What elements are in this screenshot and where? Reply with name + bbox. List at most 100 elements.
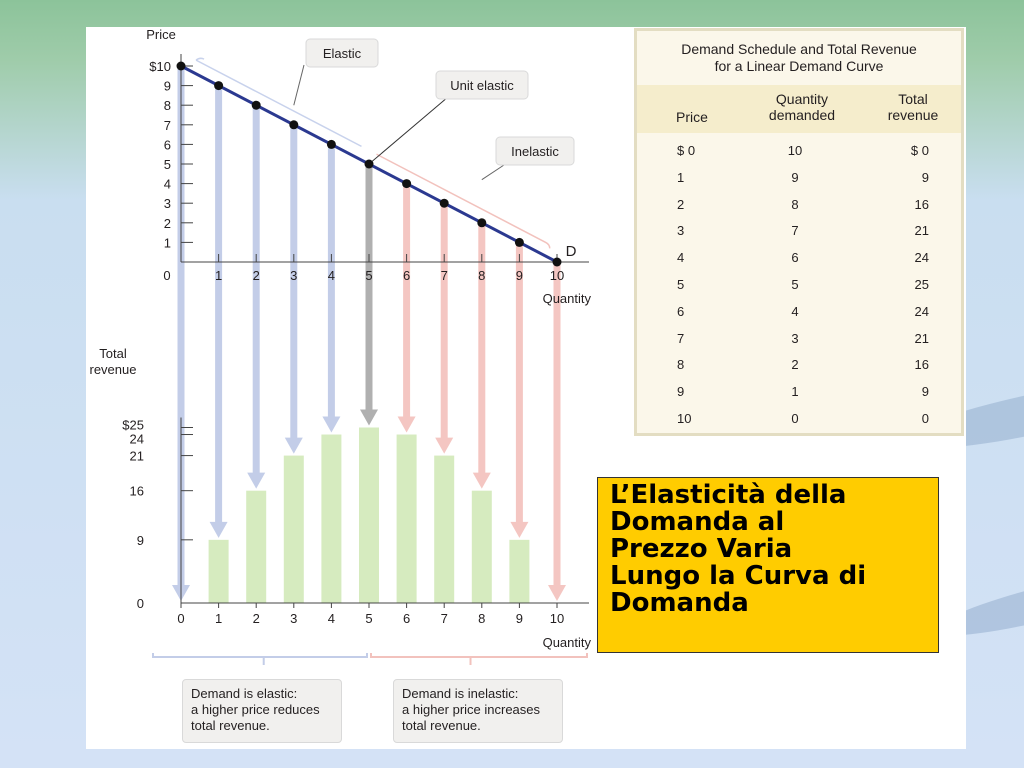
title-line-5: Domanda	[610, 588, 749, 618]
table-cell-rev: 9	[921, 169, 929, 185]
quantity-axis-label-bottom: Quantity	[543, 635, 592, 650]
table-cell-price: 4	[677, 250, 685, 266]
quantity-tick-label-bottom: 1	[215, 611, 222, 626]
arrow-head	[548, 585, 566, 601]
demand-curve-label: D	[566, 243, 577, 260]
revenue-bar	[321, 434, 342, 603]
unit-elastic-callout-text: Unit elastic	[450, 78, 514, 93]
quantity-tick-label-top: 4	[328, 268, 335, 283]
table-cell-qty: 6	[791, 250, 799, 266]
revenue-bar	[434, 455, 455, 603]
price-axis-label: Price	[146, 27, 176, 42]
elastic-callout-text: Elastic	[323, 46, 362, 61]
quantity-axis-label-top: Quantity	[543, 291, 592, 306]
price-tick-label: 2	[164, 216, 171, 231]
revenue-bar	[509, 539, 530, 603]
header-quantity: Quantity demanded	[747, 91, 857, 123]
table-cell-qty: 1	[791, 384, 799, 400]
table-cell-price: 9	[677, 384, 685, 400]
table-cell-price: 2	[677, 196, 685, 212]
price-tick-label: 8	[164, 98, 171, 113]
demand-point	[326, 139, 336, 149]
table-cell-rev: 24	[914, 250, 929, 266]
header-revenue-line-2: revenue	[887, 107, 939, 123]
price-tick-label: 5	[164, 157, 171, 172]
arrow-head	[435, 437, 454, 454]
table-cell-qty: 0	[791, 411, 799, 426]
header-quantity-line-2: demanded	[768, 107, 836, 123]
price-tick-label: 7	[164, 118, 171, 133]
table-cell-rev: 24	[914, 303, 929, 319]
table-cell-price: 5	[677, 277, 685, 292]
demand-schedule-table: Demand Schedule and Total Revenue for a …	[634, 28, 964, 436]
price-tick-label: 9	[164, 79, 171, 94]
table-cell-rev: 25	[914, 277, 929, 292]
header-price: Price	[676, 109, 708, 125]
price-tick-label: 6	[164, 137, 171, 152]
revenue-axis-label-line-2: revenue	[90, 362, 137, 377]
title-line-2: Domanda al	[610, 507, 785, 537]
quantity-tick-label-top: 2	[253, 268, 260, 283]
demand-point	[289, 120, 299, 130]
demand-point	[214, 81, 224, 91]
inelastic-range-bracket	[376, 153, 551, 249]
quantity-tick-label-top: 8	[478, 268, 485, 283]
revenue-bar	[246, 490, 267, 603]
table-title-line-2: for a Linear Demand Curve	[714, 58, 884, 74]
inelastic-note-line-3: total revenue.	[402, 718, 481, 733]
table-title-line-1: Demand Schedule and Total Revenue	[681, 41, 917, 57]
arrow-head	[322, 416, 341, 433]
table-cell-rev: 9	[921, 384, 929, 400]
revenue-bar	[396, 434, 417, 603]
elastic-callout-box	[305, 38, 379, 68]
demand-point	[176, 61, 186, 71]
table-header: Price Quantity demanded Total revenue	[637, 85, 961, 133]
quantity-tick-label-bottom: 6	[403, 611, 410, 626]
revenue-bar	[359, 427, 379, 603]
quantity-tick-label-bottom: 7	[441, 611, 448, 626]
quantity-tick-label-top: 10	[550, 268, 564, 283]
header-total-revenue: Total revenue	[873, 91, 953, 123]
demand-point	[251, 100, 261, 110]
price-tick-label: $10	[149, 59, 171, 74]
table-title: Demand Schedule and Total Revenue for a …	[637, 41, 961, 75]
arrow-head	[360, 409, 378, 426]
inelastic-note: Demand is inelastic: a higher price incr…	[393, 679, 563, 743]
price-tick-label: 3	[164, 196, 171, 211]
arrow-head	[397, 416, 416, 433]
revenue-axis-label-line-1: Total	[99, 346, 127, 361]
quantity-tick-label-bottom: 8	[478, 611, 485, 626]
table-cell-rev: 21	[914, 223, 929, 239]
table-cell-price: 3	[677, 223, 685, 239]
header-revenue-line-1: Total	[898, 91, 928, 107]
inelastic-callout-box	[495, 136, 575, 166]
quantity-tick-label-bottom: 4	[328, 611, 335, 626]
revenue-tick-label: 0	[137, 596, 144, 611]
revenue-bar	[208, 539, 229, 603]
table-cell-price: 1	[677, 169, 685, 185]
table-cell-rev: 0	[921, 411, 929, 426]
table-cell-price: 7	[677, 330, 685, 346]
table-cell-rev: 16	[914, 196, 929, 212]
table-cell-rev: $ 0	[910, 143, 929, 158]
quantity-tick-label-bottom: 2	[253, 611, 260, 626]
elastic-note-line-1: Demand is elastic:	[191, 686, 298, 701]
arrow-head	[472, 472, 491, 489]
revenue-tick-label: 24	[130, 432, 144, 447]
inelastic-callout-text: Inelastic	[511, 144, 559, 159]
table-cell-price: 8	[677, 357, 685, 373]
revenue-bar	[471, 490, 492, 603]
elasticity-chart: Elastic Unit elastic Inelastic D $10 9 8 7 6 5 4 3…	[90, 27, 592, 665]
title-line-1: L’Elasticità della	[610, 480, 847, 510]
quantity-tick-label-top: 6	[403, 268, 410, 283]
table-cell-qty: 3	[791, 330, 799, 346]
arrow-head	[247, 472, 266, 489]
quantity-tick-label-top: 3	[290, 268, 297, 283]
table-cell-qty: 2	[791, 357, 799, 373]
revenue-tick-label: $25	[122, 418, 144, 433]
inelastic-note-line-2: a higher price increases	[402, 702, 541, 717]
revenue-bar	[283, 455, 304, 603]
inelastic-bottom-bracket	[370, 653, 588, 665]
elastic-range-bracket	[195, 57, 362, 148]
elastic-note: Demand is elastic: a higher price reduce…	[182, 679, 342, 743]
